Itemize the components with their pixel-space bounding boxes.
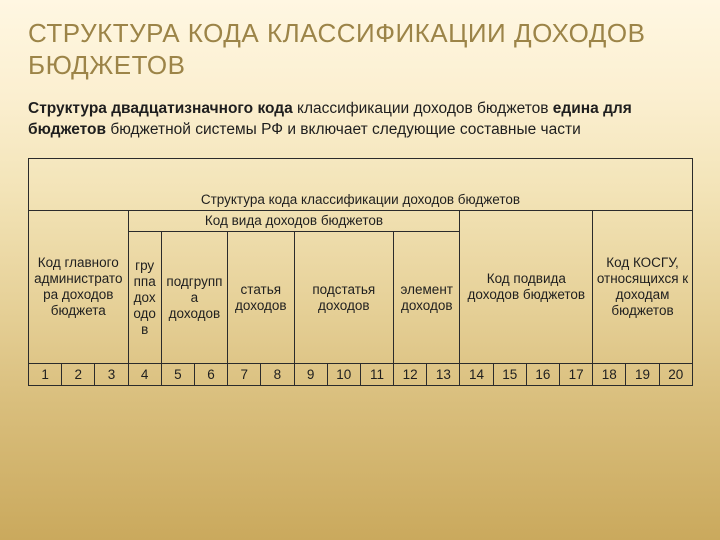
digit-cell: 11 — [360, 364, 393, 386]
col-group: группа доходов — [128, 232, 161, 364]
col-subart: подстатья доходов — [294, 232, 394, 364]
lead-bold-1: Структура двадцатизначного кода — [28, 100, 293, 117]
table-numbers-row: 1 2 3 4 5 6 7 8 9 10 11 12 13 14 15 16 1… — [29, 364, 693, 386]
digit-cell: 20 — [659, 364, 692, 386]
col-kosgu: Код КОСГУ, относящихся к доходам бюджето… — [593, 211, 693, 364]
col-element: элемент доходов — [394, 232, 460, 364]
digit-cell: 15 — [493, 364, 526, 386]
table-spacer-row — [29, 159, 693, 189]
slide-title: СТРУКТУРА КОДА КЛАССИФИКАЦИИ ДОХОДОВ БЮД… — [28, 18, 692, 81]
lead-text-2: бюджетной системы РФ и включает следующи… — [106, 121, 581, 138]
structure-table: Структура кода классификации доходов бюд… — [28, 158, 693, 386]
digit-cell: 17 — [560, 364, 593, 386]
col-subgrp: подгруппа доходов — [161, 232, 227, 364]
table-caption-row: Структура кода классификации доходов бюд… — [29, 189, 693, 211]
digit-cell: 10 — [327, 364, 360, 386]
digit-cell: 5 — [161, 364, 194, 386]
col-group-header: Код вида доходов бюджетов — [128, 211, 460, 232]
slide: СТРУКТУРА КОДА КЛАССИФИКАЦИИ ДОХОДОВ БЮД… — [0, 0, 720, 386]
digit-cell: 16 — [526, 364, 559, 386]
digit-cell: 6 — [194, 364, 227, 386]
lead-paragraph: Структура двадцатизначного кода классифи… — [28, 99, 692, 140]
digit-cell: 7 — [228, 364, 261, 386]
digit-cell: 19 — [626, 364, 659, 386]
digit-cell: 1 — [29, 364, 62, 386]
digit-cell: 13 — [427, 364, 460, 386]
col-admin: Код главного администратора доходов бюдж… — [29, 211, 129, 364]
digit-cell: 8 — [261, 364, 294, 386]
digit-cell: 14 — [460, 364, 493, 386]
digit-cell: 12 — [394, 364, 427, 386]
digit-cell: 2 — [62, 364, 95, 386]
digit-cell: 18 — [593, 364, 626, 386]
digit-cell: 4 — [128, 364, 161, 386]
digit-cell: 9 — [294, 364, 327, 386]
table-caption: Структура кода классификации доходов бюд… — [29, 189, 693, 211]
lead-text-1: классификации доходов бюджетов — [293, 100, 553, 117]
digit-cell: 3 — [95, 364, 128, 386]
col-subtype: Код подвида доходов бюджетов — [460, 211, 593, 364]
col-article: статья доходов — [228, 232, 294, 364]
table-group-row: Код главного администратора доходов бюдж… — [29, 211, 693, 232]
